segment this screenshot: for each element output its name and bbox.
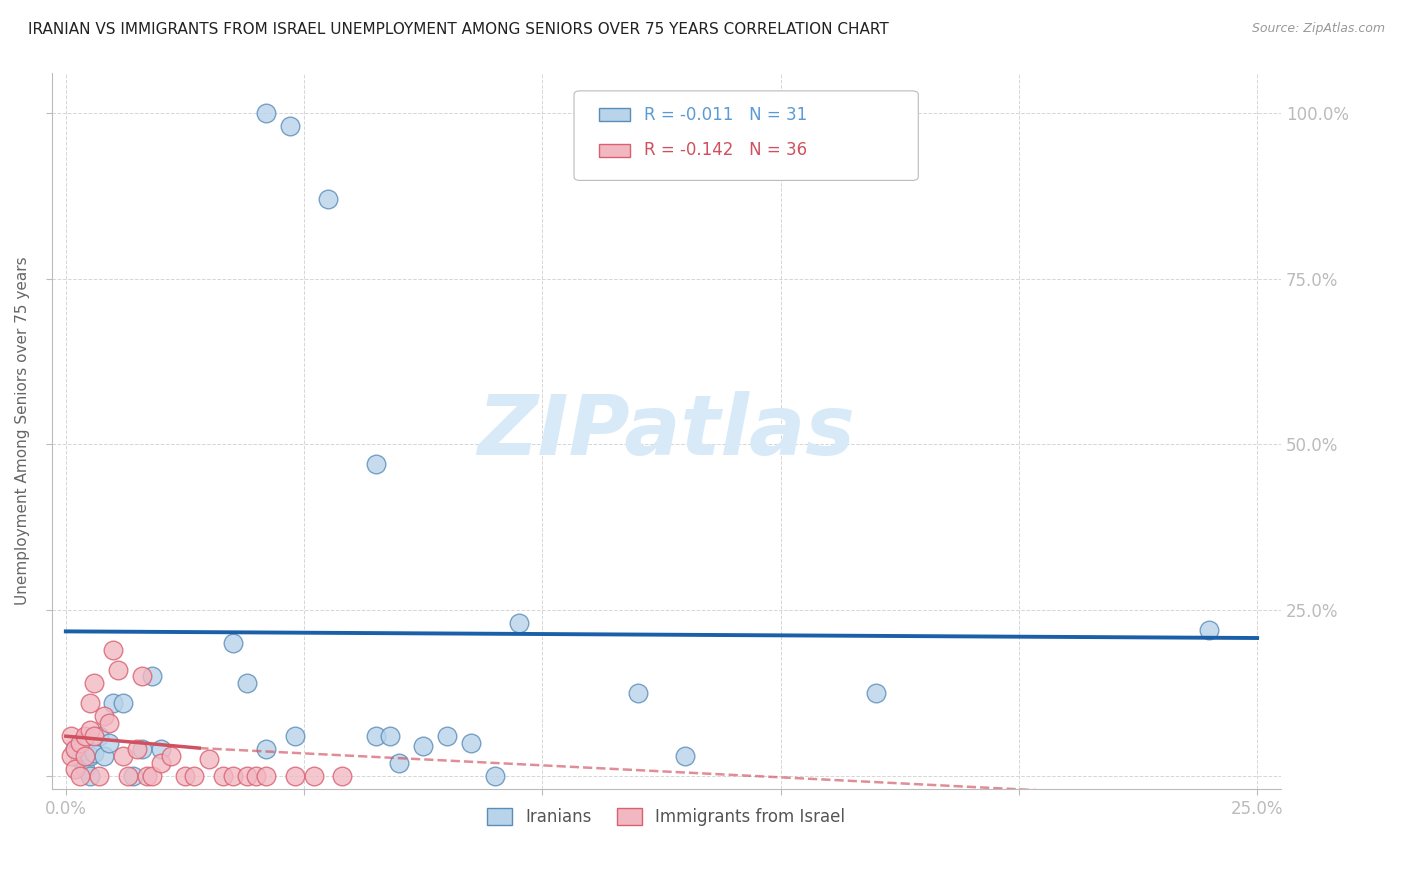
- Point: [117, 769, 139, 783]
- Point: [254, 105, 277, 120]
- Point: [59, 749, 82, 764]
- Point: [150, 756, 173, 770]
- Text: R = -0.011   N = 31: R = -0.011 N = 31: [644, 105, 807, 123]
- Point: [79, 723, 101, 737]
- Point: [302, 769, 325, 783]
- Point: [330, 769, 353, 783]
- Point: [83, 729, 105, 743]
- Point: [221, 769, 243, 783]
- Point: [183, 769, 205, 783]
- Point: [141, 669, 163, 683]
- Point: [388, 756, 411, 770]
- Text: R = -0.142   N = 36: R = -0.142 N = 36: [644, 141, 807, 160]
- Point: [412, 739, 434, 753]
- Point: [65, 742, 87, 756]
- Point: [65, 742, 87, 756]
- Point: [65, 762, 87, 776]
- Point: [150, 742, 173, 756]
- Point: [283, 769, 305, 783]
- Point: [135, 769, 157, 783]
- Point: [121, 769, 143, 783]
- Point: [378, 729, 401, 743]
- Point: [73, 749, 96, 764]
- Y-axis label: Unemployment Among Seniors over 75 years: Unemployment Among Seniors over 75 years: [15, 257, 30, 606]
- Point: [73, 729, 96, 743]
- Point: [627, 686, 650, 700]
- Point: [283, 729, 305, 743]
- Point: [364, 457, 387, 471]
- Point: [141, 769, 163, 783]
- Point: [69, 769, 91, 783]
- Point: [97, 715, 120, 730]
- FancyBboxPatch shape: [574, 91, 918, 180]
- Point: [103, 696, 125, 710]
- Point: [111, 749, 134, 764]
- Point: [93, 709, 115, 723]
- Point: [93, 749, 115, 764]
- Point: [59, 729, 82, 743]
- Point: [197, 752, 219, 766]
- Point: [460, 736, 482, 750]
- Point: [245, 769, 267, 783]
- Text: Source: ZipAtlas.com: Source: ZipAtlas.com: [1251, 22, 1385, 36]
- Point: [127, 742, 149, 756]
- Point: [83, 746, 105, 760]
- Point: [174, 769, 197, 783]
- Point: [865, 686, 887, 700]
- Point: [254, 769, 277, 783]
- Point: [73, 762, 96, 776]
- Point: [236, 769, 259, 783]
- Point: [97, 736, 120, 750]
- Point: [79, 749, 101, 764]
- Point: [83, 676, 105, 690]
- Point: [79, 696, 101, 710]
- Point: [484, 769, 506, 783]
- Point: [1198, 623, 1220, 637]
- Point: [69, 736, 91, 750]
- Text: ZIPatlas: ZIPatlas: [477, 391, 855, 472]
- FancyBboxPatch shape: [599, 108, 630, 121]
- Point: [364, 729, 387, 743]
- Point: [673, 749, 696, 764]
- Point: [103, 643, 125, 657]
- Point: [89, 769, 111, 783]
- Point: [436, 729, 458, 743]
- Point: [79, 769, 101, 783]
- Point: [236, 676, 259, 690]
- Point: [254, 742, 277, 756]
- Point: [111, 696, 134, 710]
- Point: [89, 729, 111, 743]
- Point: [107, 663, 129, 677]
- Text: IRANIAN VS IMMIGRANTS FROM ISRAEL UNEMPLOYMENT AMONG SENIORS OVER 75 YEARS CORRE: IRANIAN VS IMMIGRANTS FROM ISRAEL UNEMPL…: [28, 22, 889, 37]
- Point: [212, 769, 235, 783]
- Point: [159, 749, 181, 764]
- Point: [316, 192, 339, 206]
- Point: [69, 752, 91, 766]
- FancyBboxPatch shape: [599, 144, 630, 157]
- Point: [278, 119, 301, 133]
- Point: [131, 742, 153, 756]
- Point: [508, 616, 530, 631]
- Legend: Iranians, Immigrants from Israel: Iranians, Immigrants from Israel: [479, 800, 853, 835]
- Point: [221, 636, 243, 650]
- Point: [131, 669, 153, 683]
